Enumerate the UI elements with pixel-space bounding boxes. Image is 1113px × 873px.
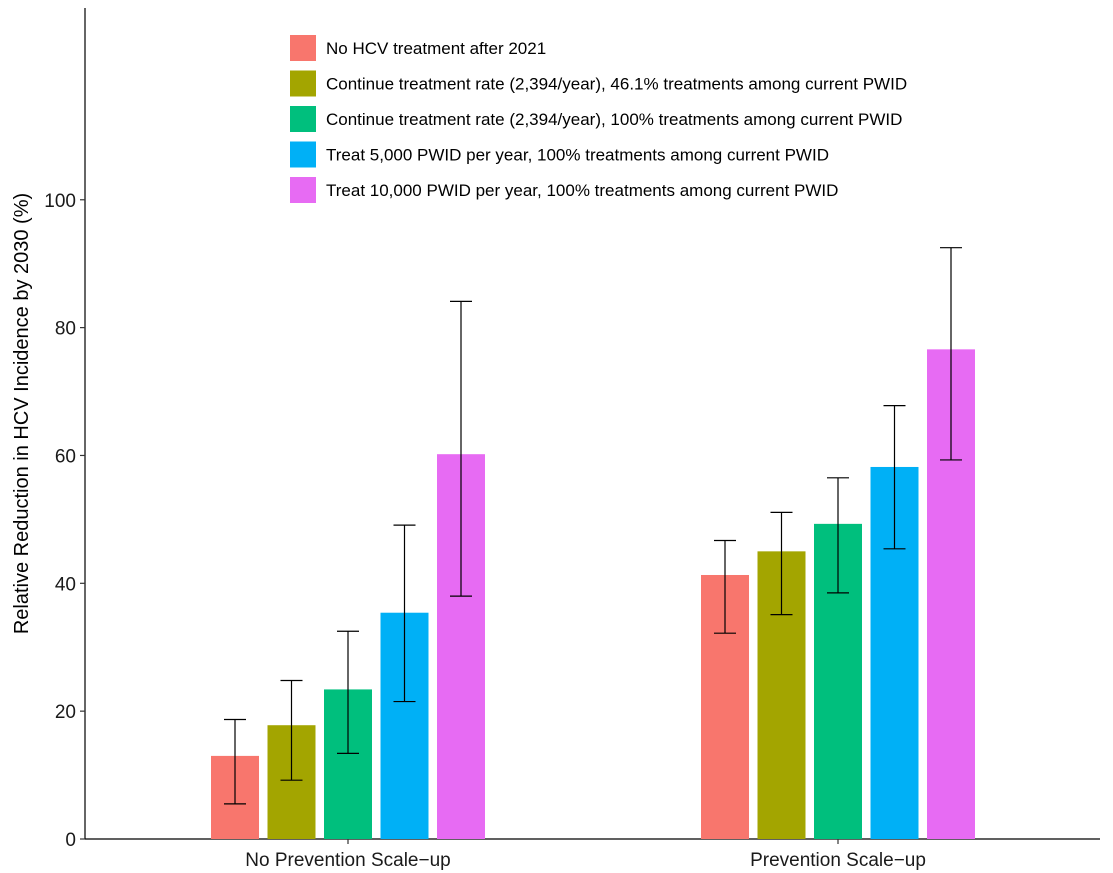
- legend-label: Treat 5,000 PWID per year, 100% treatmen…: [326, 146, 829, 165]
- legend-label: Treat 10,000 PWID per year, 100% treatme…: [326, 181, 838, 200]
- legend-key: [290, 70, 316, 97]
- legend-key: [290, 141, 316, 168]
- y-tick-label: 60: [55, 446, 76, 467]
- y-tick-label: 20: [55, 702, 76, 723]
- y-tick-label: 80: [55, 319, 76, 340]
- bars: [211, 349, 975, 839]
- legend-key: [290, 35, 316, 61]
- legend-label: No HCV treatment after 2021: [326, 39, 546, 58]
- x-tick-label: Prevention Scale−up: [750, 850, 926, 871]
- error-bars: [224, 247, 962, 805]
- y-tick-label: 0: [65, 830, 76, 851]
- legend-key: [290, 106, 316, 132]
- y-tick-label: 40: [55, 574, 76, 595]
- legend: No HCV treatment after 2021 Continue trea…: [290, 35, 907, 203]
- y-axis-title: Relative Reduction in HCV Incidence by 2…: [11, 193, 33, 634]
- x-tick-label: No Prevention Scale−up: [245, 850, 450, 871]
- legend-key: [290, 177, 316, 203]
- legend-label: Continue treatment rate (2,394/year), 10…: [326, 110, 902, 129]
- axes: 0 20 40 60 80 100 No Prevention Scale−up Preven…: [44, 8, 1100, 871]
- y-tick-label: 100: [44, 191, 76, 212]
- legend-label: Continue treatment rate (2,394/year), 46…: [326, 75, 907, 94]
